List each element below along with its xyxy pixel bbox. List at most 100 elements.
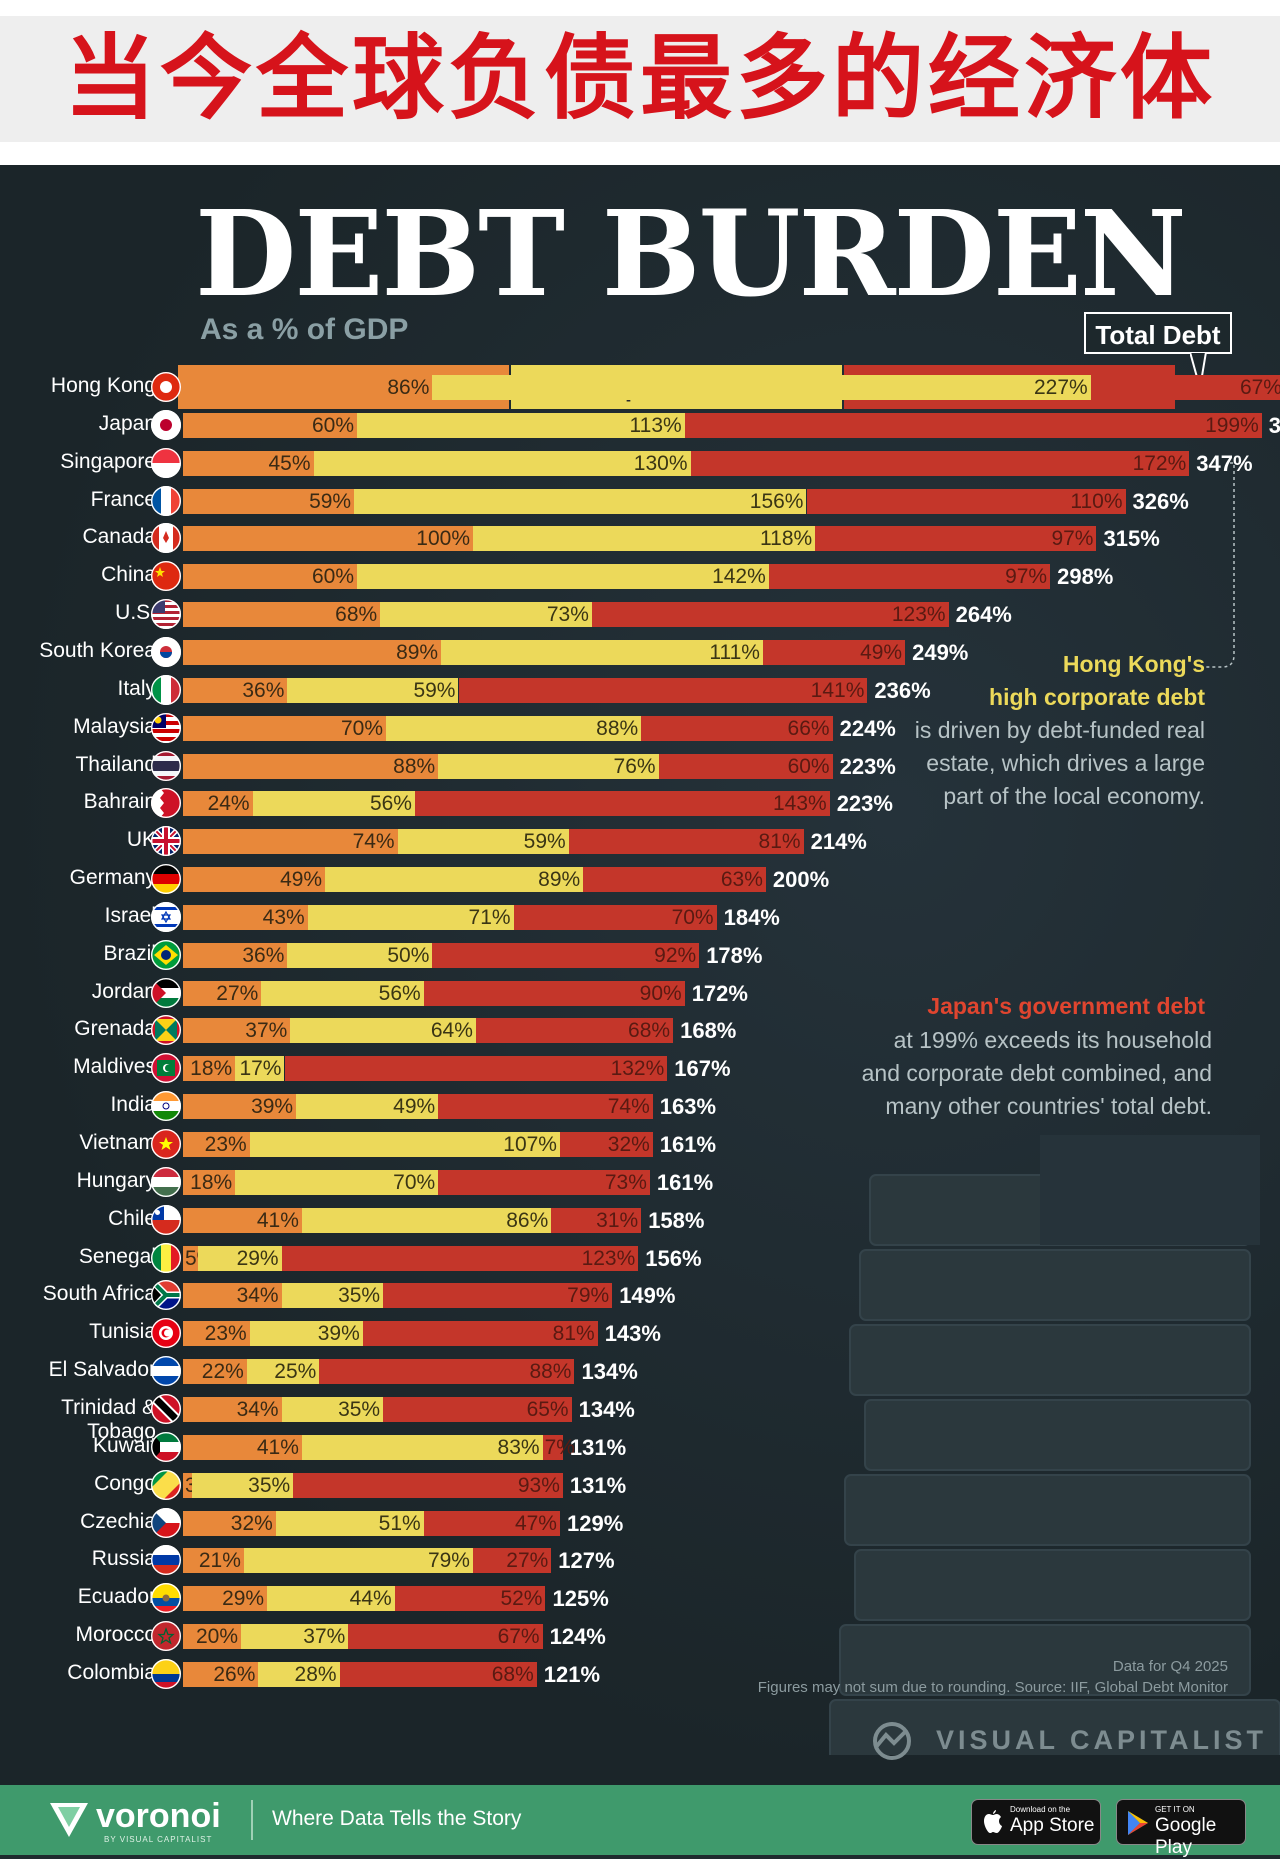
segment-value: 70% bbox=[393, 1170, 436, 1194]
flag-in-icon bbox=[150, 1091, 182, 1122]
bar-segment bbox=[386, 715, 642, 741]
country-label: Hong Kong bbox=[50, 374, 156, 397]
bar-segment bbox=[183, 677, 288, 703]
google-play-button[interactable]: GET IT ON Google Play bbox=[1116, 1799, 1246, 1858]
bar-segment bbox=[183, 1132, 250, 1157]
flag-my-icon bbox=[150, 712, 182, 743]
segment-value: 118% bbox=[760, 527, 813, 551]
segment-value: 88% bbox=[393, 754, 436, 778]
bar-segment bbox=[183, 1283, 282, 1309]
country-label: Maldives bbox=[73, 1055, 156, 1079]
segment-value: 199% bbox=[1205, 413, 1259, 437]
country-label: El Salvador bbox=[48, 1358, 156, 1382]
bar-segment bbox=[183, 942, 288, 968]
bar-segment bbox=[243, 1548, 473, 1574]
segment-value: 36% bbox=[242, 678, 285, 702]
flag-us-icon bbox=[150, 599, 182, 630]
bar-segment bbox=[267, 1586, 395, 1612]
flag-uk-icon bbox=[150, 826, 182, 857]
total-value: 129% bbox=[567, 1510, 624, 1536]
total-value: 347% bbox=[1196, 450, 1253, 476]
visual-capitalist-brand: VISUAL CAPITALIST bbox=[936, 1725, 1268, 1755]
money-stack-illustration bbox=[829, 1135, 1280, 1755]
total-value: 172% bbox=[691, 980, 748, 1006]
flag-vn-icon bbox=[150, 1128, 182, 1160]
total-value: 131% bbox=[569, 1434, 627, 1460]
segment-value: 34% bbox=[236, 1397, 279, 1421]
voronoi-brand[interactable]: voronoi bbox=[96, 1797, 221, 1835]
bar-segment bbox=[183, 1586, 268, 1612]
segment-value: 74% bbox=[607, 1095, 650, 1119]
bar-segment bbox=[307, 904, 514, 930]
flag-cl-icon bbox=[150, 1204, 182, 1235]
total-value: 315% bbox=[1103, 526, 1160, 552]
bar-segment bbox=[249, 1132, 560, 1157]
bar-segment bbox=[475, 1018, 674, 1044]
total-value: 298% bbox=[1057, 564, 1114, 590]
segment-value: 93% bbox=[517, 1473, 560, 1497]
bar-segment bbox=[183, 1472, 192, 1498]
total-value: 156% bbox=[645, 1245, 702, 1271]
total-value: 184% bbox=[723, 904, 780, 930]
country-label: Grenada bbox=[74, 1017, 156, 1041]
segment-value: 74% bbox=[352, 830, 395, 854]
bar-segment bbox=[551, 1207, 642, 1233]
country-label: Thailand bbox=[75, 752, 156, 776]
bar-segment bbox=[183, 1510, 276, 1536]
flag-sn-icon bbox=[150, 1242, 182, 1273]
segment-value: 227% bbox=[1033, 376, 1088, 399]
bar-segment bbox=[183, 1018, 291, 1044]
segment-value: 73% bbox=[546, 603, 589, 627]
bar-segment bbox=[252, 791, 415, 817]
segment-value: 36% bbox=[242, 943, 285, 967]
footer-tagline: Where Data Tells the Story bbox=[272, 1807, 522, 1830]
flag-co-icon bbox=[150, 1658, 182, 1689]
bar-segment bbox=[241, 1624, 349, 1650]
country-label: Jordan bbox=[91, 979, 156, 1003]
segment-value: 64% bbox=[430, 1019, 473, 1043]
country-label: France bbox=[90, 487, 156, 511]
segment-value: 67% bbox=[1239, 376, 1280, 399]
bar-segment bbox=[284, 1056, 668, 1082]
country-label: Ecuador bbox=[77, 1585, 156, 1609]
country-label: U.S. bbox=[115, 601, 156, 625]
bar-segment bbox=[423, 980, 685, 1006]
flag-tn-icon bbox=[150, 1318, 182, 1349]
total-value: 134% bbox=[581, 1359, 638, 1385]
bar-segment bbox=[354, 488, 807, 514]
footer-separator bbox=[251, 1800, 253, 1840]
segment-value: 79% bbox=[567, 1284, 610, 1308]
segment-value: 60% bbox=[311, 565, 354, 589]
segment-value: 68% bbox=[491, 1662, 534, 1686]
segment-value: 23% bbox=[204, 1322, 247, 1346]
bar-segment bbox=[415, 791, 830, 817]
segment-value: 81% bbox=[552, 1322, 595, 1346]
segment-value: 39% bbox=[317, 1322, 360, 1346]
voronoi-logo-icon bbox=[50, 1803, 88, 1837]
bar-segment bbox=[281, 1396, 384, 1422]
segment-value: 70% bbox=[671, 905, 714, 929]
segment-value: 29% bbox=[236, 1246, 279, 1270]
app-store-button[interactable]: Download on the App Store bbox=[971, 1799, 1101, 1845]
bar-segment bbox=[183, 639, 442, 665]
visual-capitalist-logo-icon bbox=[873, 1722, 911, 1760]
bar-segment bbox=[458, 677, 868, 703]
bar-segment bbox=[357, 412, 685, 438]
apple-icon bbox=[984, 1810, 1002, 1833]
flag-il-icon bbox=[150, 901, 182, 932]
total-value: 224% bbox=[839, 715, 896, 741]
bar-segment bbox=[763, 639, 906, 665]
bar-segment bbox=[275, 1510, 424, 1536]
country-label: Singapore bbox=[60, 449, 156, 473]
bar-segment bbox=[296, 1094, 439, 1120]
bar-segment bbox=[441, 639, 763, 665]
bar-segment bbox=[438, 1094, 653, 1120]
annotation-1-title-2: high corporate debt bbox=[989, 684, 1205, 710]
country-label: UK bbox=[126, 828, 156, 852]
bar-segment bbox=[397, 829, 569, 855]
segment-value: 28% bbox=[294, 1662, 337, 1686]
country-label: Czechia bbox=[80, 1509, 156, 1533]
segment-value: 56% bbox=[369, 792, 412, 816]
segment-value: 92% bbox=[654, 943, 697, 967]
segment-value: 66% bbox=[787, 716, 830, 740]
